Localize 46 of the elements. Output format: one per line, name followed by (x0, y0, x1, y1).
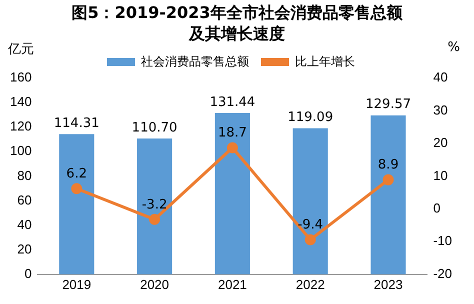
point (71, 183, 82, 194)
data-label: 129.57 (366, 97, 412, 112)
bar (137, 138, 172, 274)
y2-tick-label: 0 (433, 200, 440, 216)
y2-tick-label: 40 (433, 70, 448, 85)
data-label: -3.2 (142, 197, 168, 212)
data-label: 110.70 (132, 120, 178, 136)
y2-axis-title: % (448, 40, 460, 55)
bar (59, 134, 94, 274)
y-tick-label: 140 (10, 94, 32, 110)
point (226, 142, 238, 154)
y-tick-label: 160 (10, 70, 32, 85)
y-tick-label: 120 (10, 118, 32, 134)
data-label: 8.9 (378, 158, 399, 173)
y2-tick-label: 30 (433, 102, 448, 118)
point (382, 174, 394, 186)
data-label: 119.09 (288, 110, 334, 126)
data-label: 18.7 (218, 126, 247, 141)
y-tick-label: 100 (10, 143, 32, 158)
bar (292, 128, 328, 274)
x-tick-label: 2022 (296, 276, 325, 292)
legend-label: 比上年增长 (295, 54, 355, 68)
x-tick-label: 2020 (140, 276, 170, 292)
y-tick-label: 20 (17, 241, 32, 256)
y-tick-label: 40 (17, 216, 32, 232)
y2-tick-label: 20 (433, 135, 448, 150)
bar (214, 113, 250, 274)
x-tick-label: 2023 (374, 276, 403, 292)
chart-title: 图5：2019-2023年全市社会消费品零售总额及其增长速度 (70, 2, 404, 44)
point (304, 234, 316, 246)
data-label: 114.31 (54, 116, 100, 131)
point (149, 214, 160, 225)
y-tick-label: 0 (24, 266, 32, 281)
bar (370, 115, 406, 274)
x-tick-label: 2021 (218, 276, 247, 292)
data-label: 131.44 (210, 94, 256, 110)
y2-tick-label: 10 (433, 168, 448, 183)
y-tick-label: 60 (17, 192, 32, 208)
y2-tick-label: -10 (433, 233, 452, 248)
x-tick-label: 2019 (62, 276, 92, 292)
y-tick-label: 80 (17, 168, 32, 183)
y-axis-title: 亿元 (8, 41, 34, 58)
legend-label: 社会消费品零售总额 (141, 54, 249, 68)
y2-tick-label: -20 (433, 266, 452, 281)
data-label: -9.4 (298, 218, 324, 233)
data-label: 6.2 (66, 166, 87, 182)
